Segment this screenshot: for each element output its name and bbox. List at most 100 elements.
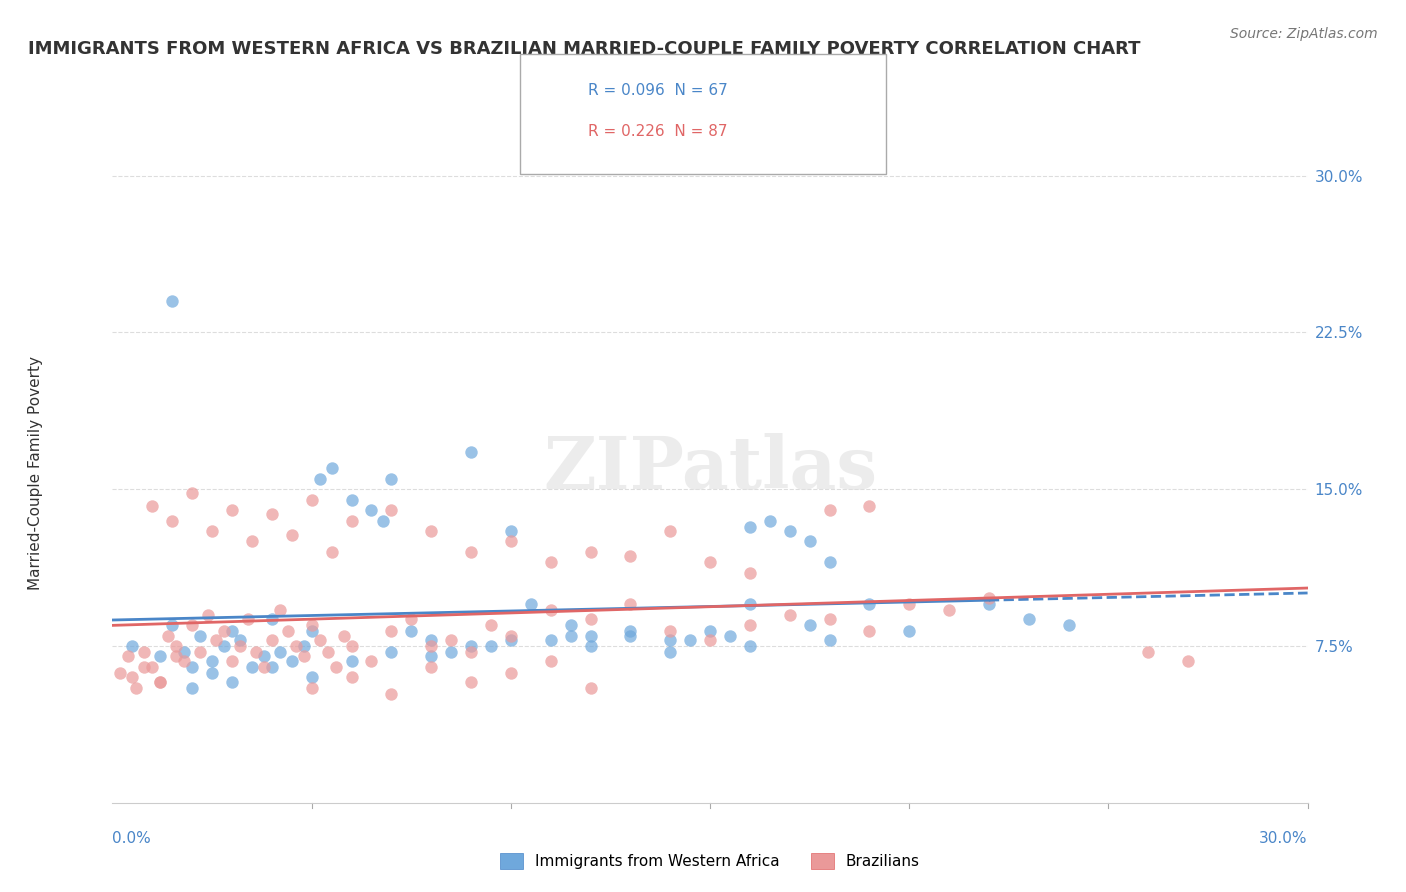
Point <box>301 618 323 632</box>
Point <box>738 520 761 534</box>
Point <box>201 524 224 538</box>
Point <box>301 624 323 639</box>
Text: R = 0.226  N = 87: R = 0.226 N = 87 <box>588 125 727 139</box>
Point <box>134 660 156 674</box>
Point <box>301 670 323 684</box>
Point <box>240 534 263 549</box>
Point <box>301 492 323 507</box>
Point <box>579 545 602 559</box>
Point <box>165 639 187 653</box>
Point <box>759 514 782 528</box>
Point <box>181 486 204 500</box>
Point <box>738 639 761 653</box>
Point <box>858 624 880 639</box>
Point <box>117 649 139 664</box>
Text: Married-Couple Family Poverty: Married-Couple Family Poverty <box>28 356 42 590</box>
Point <box>1018 612 1040 626</box>
Point <box>560 618 582 632</box>
Point <box>738 597 761 611</box>
Point <box>420 632 443 647</box>
Point <box>898 624 921 639</box>
Point <box>340 670 363 684</box>
Point <box>420 639 443 653</box>
Point <box>321 545 343 559</box>
Point <box>460 545 482 559</box>
Point <box>141 499 163 513</box>
Point <box>858 597 880 611</box>
Point <box>316 645 339 659</box>
Point <box>460 444 482 458</box>
Point <box>149 674 172 689</box>
Point <box>188 628 211 642</box>
Point <box>253 649 276 664</box>
Point <box>212 639 235 653</box>
Point <box>858 499 880 513</box>
Point <box>308 632 330 647</box>
Point <box>977 591 1000 605</box>
Point <box>818 503 841 517</box>
Point <box>245 645 267 659</box>
Point <box>799 534 821 549</box>
Point <box>499 524 522 538</box>
Point <box>260 660 283 674</box>
Point <box>1137 645 1160 659</box>
Point <box>165 649 187 664</box>
Point <box>281 654 304 668</box>
Point <box>281 528 304 542</box>
Point <box>898 597 921 611</box>
Point <box>799 618 821 632</box>
Point <box>181 681 204 695</box>
Point <box>110 666 132 681</box>
Point <box>818 612 841 626</box>
Point <box>121 670 143 684</box>
Point <box>440 632 463 647</box>
Point <box>292 649 315 664</box>
Point <box>699 624 721 639</box>
Point <box>699 555 721 569</box>
Point <box>460 639 482 653</box>
Point <box>479 639 502 653</box>
Point <box>619 624 641 639</box>
Point <box>162 514 183 528</box>
Point <box>360 503 382 517</box>
Point <box>499 628 522 642</box>
Point <box>520 597 543 611</box>
Text: ZIPatlas: ZIPatlas <box>543 433 877 504</box>
Point <box>579 639 602 653</box>
Point <box>134 645 156 659</box>
Point <box>308 472 330 486</box>
Point <box>157 628 180 642</box>
Point <box>420 524 443 538</box>
Point <box>679 632 702 647</box>
Point <box>380 624 402 639</box>
Point <box>212 624 235 639</box>
Point <box>205 632 228 647</box>
Point <box>162 618 183 632</box>
Point <box>738 566 761 580</box>
Text: Source: ZipAtlas.com: Source: ZipAtlas.com <box>1230 27 1378 41</box>
Point <box>229 632 252 647</box>
Point <box>938 603 960 617</box>
Point <box>499 666 522 681</box>
Point <box>718 628 741 642</box>
Point <box>420 660 443 674</box>
Point <box>269 645 291 659</box>
Point <box>253 660 276 674</box>
Point <box>121 639 143 653</box>
Point <box>325 660 347 674</box>
Point <box>738 618 761 632</box>
Point <box>221 674 243 689</box>
Point <box>818 632 841 647</box>
Point <box>149 674 172 689</box>
Point <box>659 624 682 639</box>
Point <box>977 597 1000 611</box>
Point <box>173 654 195 668</box>
Point <box>540 603 562 617</box>
Point <box>149 649 172 664</box>
Point <box>579 681 602 695</box>
Point <box>229 639 252 653</box>
Point <box>440 645 463 659</box>
Point <box>340 514 363 528</box>
Point <box>659 524 682 538</box>
Point <box>460 674 482 689</box>
